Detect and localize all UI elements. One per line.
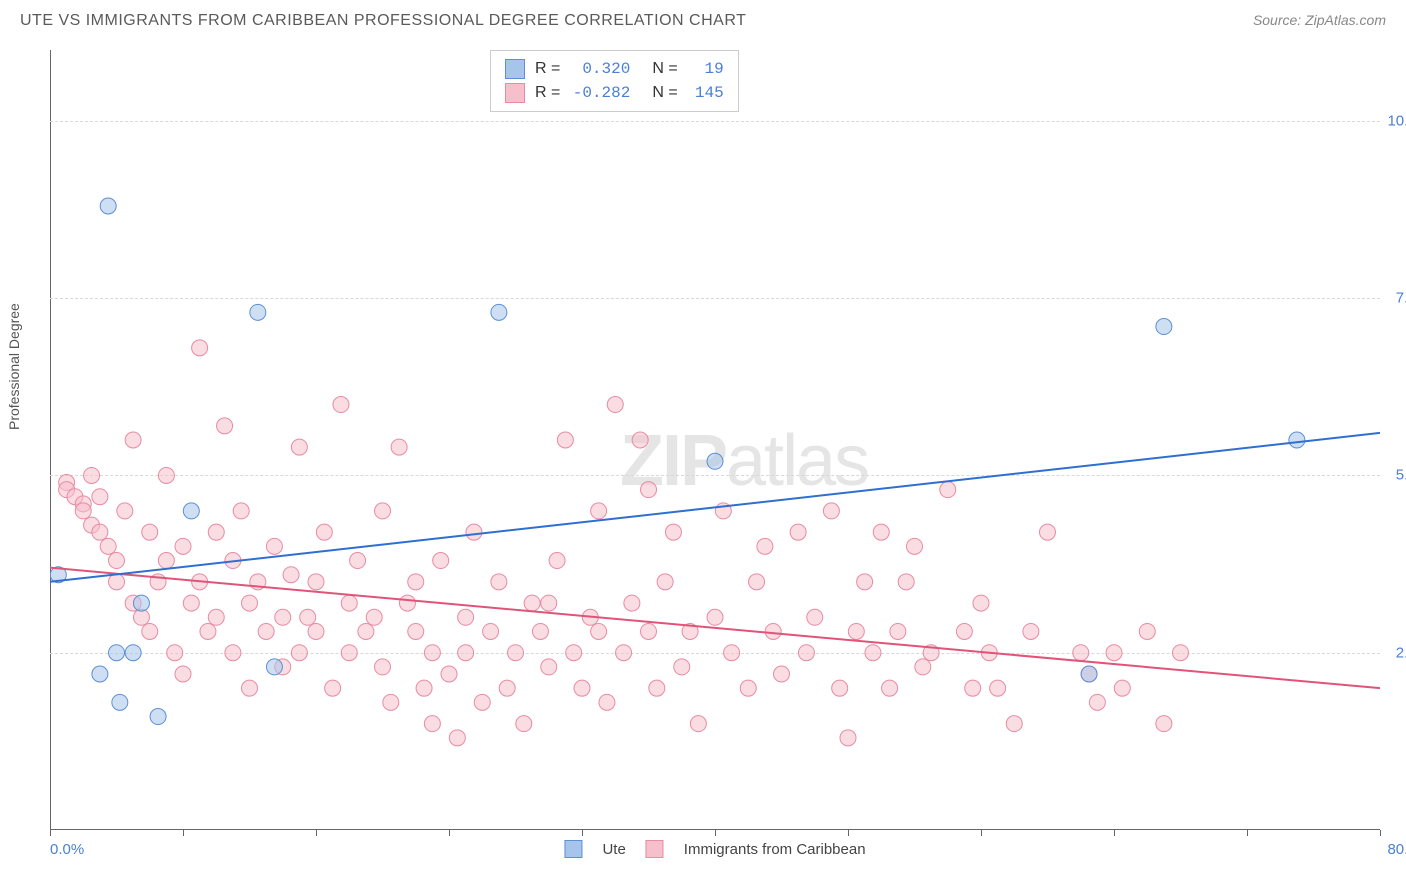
legend-swatch-caribbean-bottom <box>646 840 664 858</box>
legend-n-label: N = <box>652 60 677 78</box>
legend-n-ute: 19 <box>688 60 724 78</box>
plot-area: ZIPatlas 2.5%5.0%7.5%10.0% 0.0% 80.0% R … <box>50 50 1380 830</box>
series-label-caribbean: Immigrants from Caribbean <box>684 841 866 858</box>
legend-row-caribbean: R = -0.282 N = 145 <box>505 81 724 105</box>
legend-swatch-ute <box>505 59 525 79</box>
legend-swatch-caribbean <box>505 83 525 103</box>
x-axis-max-label: 80.0% <box>1380 841 1406 858</box>
legend-n-caribbean: 145 <box>688 84 724 102</box>
source-attribution: Source: ZipAtlas.com <box>1253 12 1386 30</box>
y-axis-label: Professional Degree <box>6 303 22 430</box>
legend-r-label: R = <box>535 60 560 78</box>
chart-title: UTE VS IMMIGRANTS FROM CARIBBEAN PROFESS… <box>20 12 746 30</box>
legend-row-ute: R = 0.320 N = 19 <box>505 57 724 81</box>
legend-r-label-2: R = <box>535 84 560 102</box>
legend-swatch-ute-bottom <box>564 840 582 858</box>
x-axis-min-label: 0.0% <box>50 841 84 858</box>
legend-r-ute: 0.320 <box>570 60 630 78</box>
series-label-ute: Ute <box>602 841 625 858</box>
legend-r-caribbean: -0.282 <box>570 84 630 102</box>
chart-header: UTE VS IMMIGRANTS FROM CARIBBEAN PROFESS… <box>0 0 1406 38</box>
scatter-plot-svg <box>50 50 1380 830</box>
legend-n-label-2: N = <box>652 84 677 102</box>
series-legend: Ute Immigrants from Caribbean <box>564 840 865 858</box>
correlation-legend: R = 0.320 N = 19 R = -0.282 N = 145 <box>490 50 739 112</box>
